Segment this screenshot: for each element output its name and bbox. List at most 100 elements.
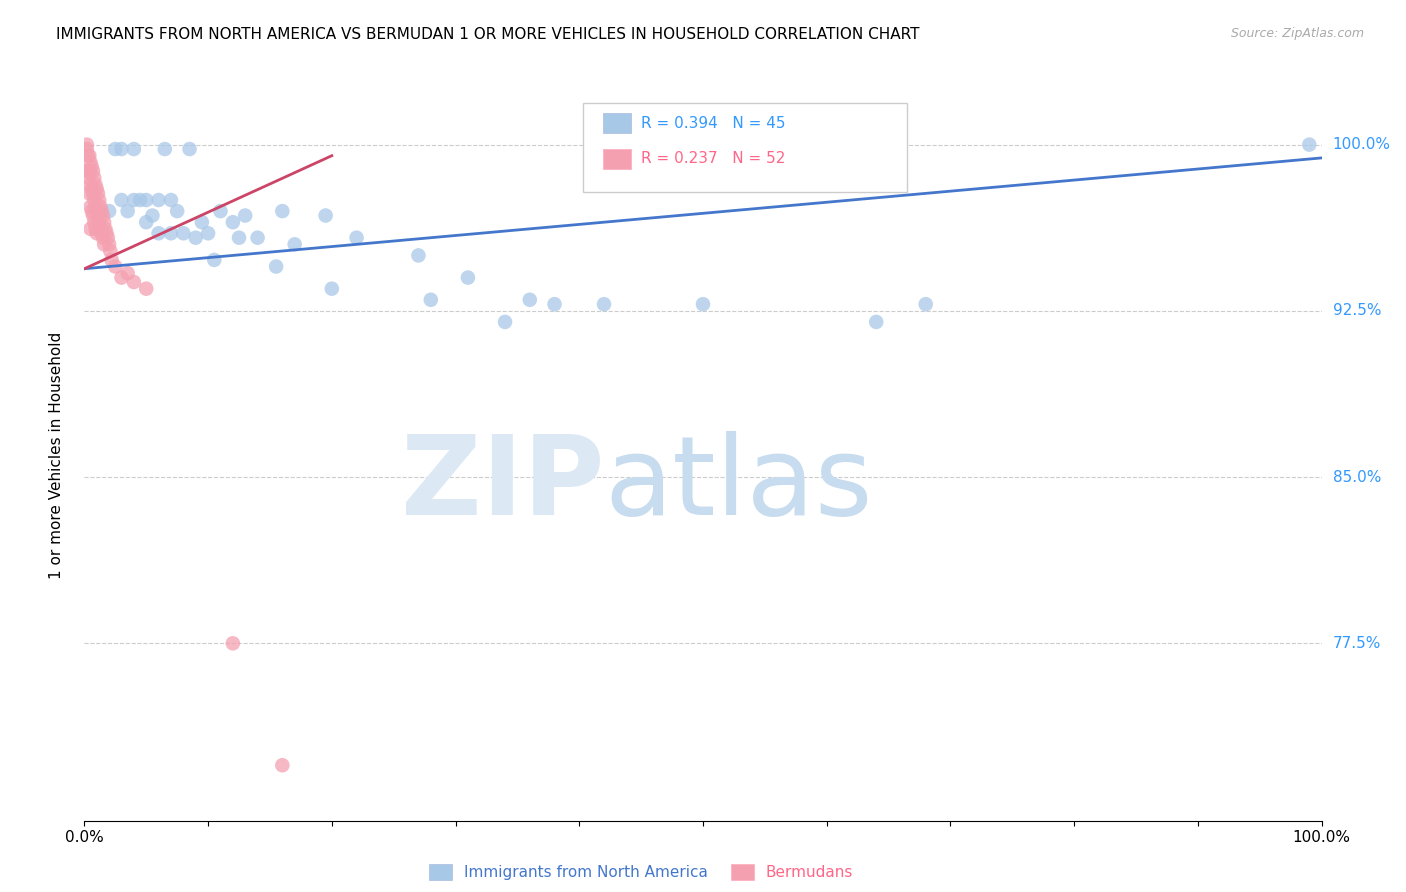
Point: [160, 193, 183, 207]
Point: [148, 193, 170, 207]
Point: [100, 252, 122, 267]
Point: [135, 215, 157, 229]
Text: ZIP: ZIP: [401, 431, 605, 538]
Point: [104, 260, 127, 274]
Point: [117, 266, 139, 280]
Point: [914, 297, 936, 311]
Point: [1298, 137, 1320, 152]
Text: 92.5%: 92.5%: [1333, 303, 1381, 318]
Point: [89, 215, 111, 229]
Point: [141, 209, 163, 223]
Point: [89, 222, 111, 236]
Point: [84, 178, 107, 192]
Point: [83, 215, 105, 229]
Point: [86, 182, 108, 196]
Point: [110, 270, 132, 285]
Point: [408, 248, 430, 262]
Point: [166, 204, 188, 219]
Point: [91, 230, 114, 244]
Text: R = 0.394   N = 45: R = 0.394 N = 45: [641, 116, 786, 130]
Text: IMMIGRANTS FROM NORTH AMERICA VS BERMUDAN 1 OR MORE VEHICLES IN HOUSEHOLD CORREL: IMMIGRANTS FROM NORTH AMERICA VS BERMUDA…: [56, 27, 920, 42]
Point: [79, 155, 101, 169]
Point: [122, 142, 145, 156]
Point: [117, 204, 139, 219]
Point: [77, 149, 100, 163]
Point: [83, 170, 105, 185]
Point: [172, 227, 194, 241]
Point: [76, 142, 98, 156]
Point: [104, 142, 127, 156]
Point: [98, 237, 121, 252]
Point: [129, 193, 152, 207]
Point: [82, 186, 104, 201]
Point: [228, 230, 250, 244]
Point: [77, 170, 100, 185]
Point: [89, 200, 111, 214]
Point: [82, 164, 104, 178]
Point: [202, 252, 225, 267]
Point: [419, 293, 441, 307]
Point: [86, 204, 108, 219]
Point: [222, 215, 245, 229]
Text: 77.5%: 77.5%: [1333, 636, 1381, 651]
Point: [79, 200, 101, 214]
Point: [87, 186, 110, 201]
Point: [82, 209, 104, 223]
Point: [494, 315, 516, 329]
Point: [184, 230, 207, 244]
Point: [264, 260, 287, 274]
Point: [86, 227, 108, 241]
Point: [246, 230, 269, 244]
Point: [110, 142, 132, 156]
Point: [90, 204, 112, 219]
Point: [271, 204, 294, 219]
Point: [148, 227, 170, 241]
Point: [80, 204, 103, 219]
Point: [76, 137, 98, 152]
Point: [153, 142, 176, 156]
Point: [593, 297, 616, 311]
Point: [160, 227, 183, 241]
Point: [321, 282, 343, 296]
Point: [135, 282, 157, 296]
Point: [179, 142, 201, 156]
Point: [98, 204, 121, 219]
Point: [122, 275, 145, 289]
Text: R = 0.237   N = 52: R = 0.237 N = 52: [641, 152, 786, 166]
Point: [84, 222, 107, 236]
Point: [96, 227, 118, 241]
Text: Source: ZipAtlas.com: Source: ZipAtlas.com: [1230, 27, 1364, 40]
Point: [84, 200, 107, 214]
Point: [519, 293, 541, 307]
Point: [80, 182, 103, 196]
Point: [543, 297, 565, 311]
Point: [222, 636, 245, 650]
Legend: Immigrants from North America, Bermudans: Immigrants from North America, Bermudans: [423, 858, 859, 886]
Point: [284, 237, 307, 252]
Point: [79, 164, 101, 178]
Point: [80, 160, 103, 174]
Point: [865, 315, 887, 329]
Point: [271, 758, 294, 772]
Text: 85.0%: 85.0%: [1333, 469, 1381, 484]
Point: [209, 204, 232, 219]
Point: [692, 297, 714, 311]
Point: [79, 222, 101, 236]
Point: [79, 186, 101, 201]
Point: [79, 149, 101, 163]
Point: [89, 193, 111, 207]
Point: [91, 209, 114, 223]
Point: [83, 193, 105, 207]
Point: [197, 227, 219, 241]
Point: [94, 222, 117, 236]
Text: 100.0%: 100.0%: [1333, 137, 1391, 153]
Point: [135, 193, 157, 207]
Point: [457, 270, 479, 285]
Point: [87, 209, 110, 223]
Point: [191, 215, 214, 229]
Point: [97, 230, 120, 244]
Point: [346, 230, 368, 244]
Point: [93, 215, 115, 229]
Point: [315, 209, 337, 223]
Y-axis label: 1 or more Vehicles in Household: 1 or more Vehicles in Household: [49, 331, 63, 579]
